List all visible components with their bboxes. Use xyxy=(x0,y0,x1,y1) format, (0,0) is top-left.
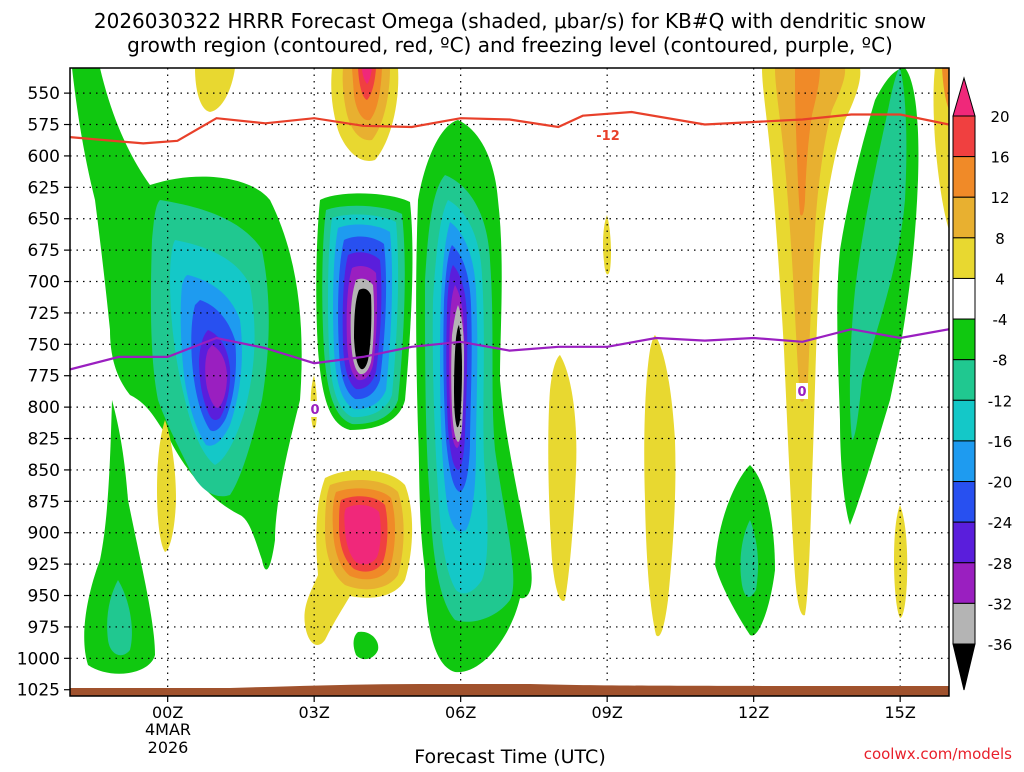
colorbar-label: -28 xyxy=(988,555,1013,573)
colorbar-segment xyxy=(952,237,976,279)
terrain-ground xyxy=(70,684,949,696)
y-tick-label: 900 xyxy=(28,524,60,544)
omega-region-green-04z-bottom xyxy=(353,631,379,660)
omega-region-yellow-01z-lower xyxy=(157,420,176,552)
colorbar-segment xyxy=(952,156,976,198)
omega-region-orange-13z xyxy=(775,68,846,402)
omega-region-pink-04z-lower xyxy=(344,504,381,565)
y-tick-label: 775 xyxy=(28,367,60,387)
frz-label2-background xyxy=(796,383,808,399)
y-tick-label: 550 xyxy=(28,84,60,104)
y-tick-label: 800 xyxy=(28,398,60,418)
freezing-contour-label: 0 xyxy=(797,385,806,400)
colorbar-segment xyxy=(952,562,976,604)
y-tick-label: 675 xyxy=(28,241,60,261)
date-label-month: 4MAR xyxy=(145,720,191,739)
omega-region-black-06z xyxy=(454,325,462,428)
y-tick-label: 875 xyxy=(28,492,60,512)
y-axis: 550 575 600 625 650 675 700 725 750 775 800 825 850 8… xyxy=(17,84,70,701)
colorbar-segment xyxy=(952,602,976,645)
colorbar-segment xyxy=(952,481,976,523)
colorbar-label: 20 xyxy=(990,108,1009,126)
colorbar-segment xyxy=(952,277,976,320)
colorbar-arrow-top xyxy=(952,76,976,117)
time-gridlines xyxy=(167,68,901,696)
colorbar-label: -32 xyxy=(988,595,1013,613)
omega-region-orange2-13z xyxy=(795,68,820,216)
colorbar-label: -36 xyxy=(988,636,1013,654)
colorbar-label: -4 xyxy=(993,311,1008,329)
contours xyxy=(70,110,949,371)
omega-region-pink-top-04z xyxy=(362,68,372,84)
y-tick-label: 1000 xyxy=(17,649,60,669)
omega-region-orange-right-top xyxy=(942,68,949,110)
omega-region-teal-14z xyxy=(849,68,907,440)
omega-region-teal-12z xyxy=(740,520,758,597)
colorbar-label: 16 xyxy=(990,149,1009,167)
dgz-label-background xyxy=(593,127,623,143)
colorbar: 20 16 12 8 4 -4 -8 -12 -16 -20 -24 -28 -32 -36 xyxy=(952,76,1013,691)
freezing-contour-label: 0 xyxy=(310,403,319,418)
y-tick-label: 700 xyxy=(28,273,60,293)
omega-region-yellow-10z xyxy=(644,335,676,637)
x-tick-label: 00Z xyxy=(152,703,183,722)
colorbar-label: -8 xyxy=(993,352,1008,370)
colorbar-label: 12 xyxy=(990,189,1009,207)
y-tick-label: 600 xyxy=(28,147,60,167)
freezing-level-contour xyxy=(70,328,949,371)
y-tick-label: 975 xyxy=(28,618,60,638)
x-axis-label: Forecast Time (UTC) xyxy=(414,746,605,768)
colorbar-segment xyxy=(952,440,976,483)
x-tick-label: 09Z xyxy=(592,703,623,722)
frz-label1-background xyxy=(309,401,321,417)
y-tick-label: 650 xyxy=(28,210,60,230)
colorbar-label: -12 xyxy=(988,392,1013,410)
y-tick-label: 725 xyxy=(28,304,60,324)
colorbar-segment xyxy=(952,521,976,564)
chart-title-line2: growth region (contoured, red, ºC) and f… xyxy=(127,33,893,57)
dgz-contour-label: -12 xyxy=(596,129,620,144)
x-tick-label: 15Z xyxy=(885,703,916,722)
x-tick-label: 12Z xyxy=(738,703,769,722)
omega-region-teal-lower xyxy=(107,580,132,656)
y-tick-label: 950 xyxy=(28,587,60,607)
y-tick-label: 850 xyxy=(28,461,60,481)
omega-region-yellow-08z xyxy=(548,355,577,601)
omega-region-purple-left xyxy=(205,345,227,408)
x-axis: 00Z 03Z 06Z 09Z 12Z 15Z xyxy=(152,696,916,722)
y-tick-label: 575 xyxy=(28,116,60,136)
omega-region-yellow-13z xyxy=(762,68,861,616)
y-tick-label: 750 xyxy=(28,335,60,355)
date-label-year: 2026 xyxy=(148,738,189,757)
colorbar-label: -16 xyxy=(988,433,1013,451)
colorbar-arrow-bottom xyxy=(952,643,976,691)
omega-region-black-03z xyxy=(354,288,372,370)
y-tick-label: 625 xyxy=(28,178,60,198)
colorbar-segment xyxy=(952,399,976,442)
x-tick-label: 03Z xyxy=(299,703,330,722)
colorbar-label: -24 xyxy=(988,514,1013,532)
dendritic-growth-contour xyxy=(70,110,949,145)
chart-title-line1: 2026030322 HRRR Forecast Omega (shaded, … xyxy=(94,9,926,33)
colorbar-segment xyxy=(952,115,976,158)
colorbar-label: -20 xyxy=(988,474,1013,492)
y-tick-label: 925 xyxy=(28,555,60,575)
colorbar-segment xyxy=(952,318,976,361)
omega-region-yellow-right-top xyxy=(933,68,949,230)
plot-frame xyxy=(69,67,950,697)
colorbar-segment xyxy=(952,359,976,401)
colorbar-label: 4 xyxy=(995,270,1005,288)
x-tick-label: 06Z xyxy=(445,703,476,722)
colorbar-segment xyxy=(952,196,976,239)
omega-region-yellow-top-left xyxy=(195,68,235,112)
colorbar-label: 8 xyxy=(995,230,1005,248)
omega-region-yellow-15z xyxy=(894,505,908,618)
credit-text: coolwx.com/models xyxy=(864,745,1012,763)
y-tick-label: 825 xyxy=(28,430,60,450)
omega-region-green-left-lower xyxy=(84,400,155,674)
y-tick-label: 1025 xyxy=(17,681,60,701)
